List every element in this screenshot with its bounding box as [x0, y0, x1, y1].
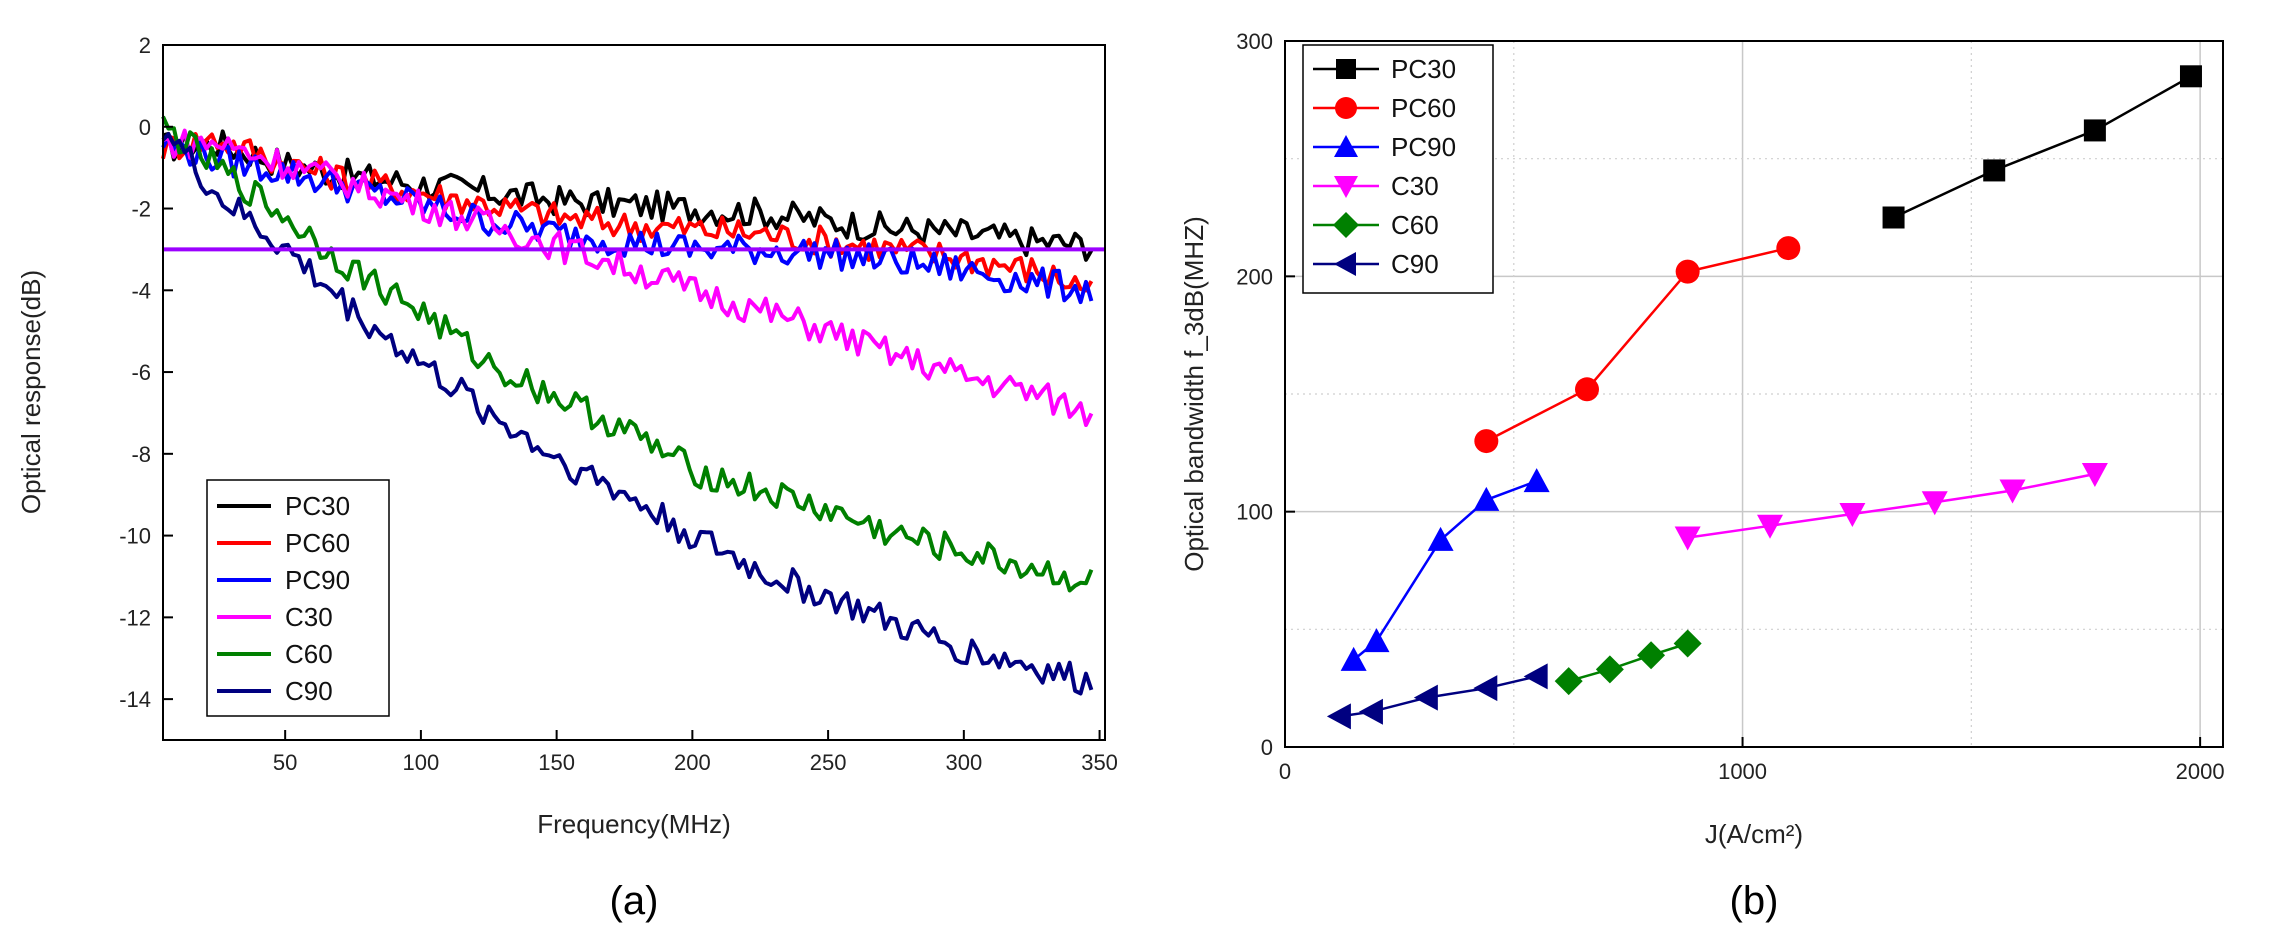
chart-a-xtick-label: 100 [403, 750, 440, 775]
chart-a-ytick-label: -8 [131, 442, 151, 467]
chart-b-point-c60 [1637, 641, 1666, 670]
chart-b-point-c90 [1413, 684, 1438, 711]
chart-b-point-c60 [1595, 655, 1624, 684]
chart-b-point-c30 [1999, 479, 2026, 504]
chart-b-point-pc90 [1427, 526, 1454, 551]
chart-b-point-pc90 [1363, 628, 1390, 653]
chart-a-xtick-label: 50 [273, 750, 297, 775]
chart-b-xtick-label: 2000 [2176, 759, 2225, 784]
chart-a-ytick-label: 0 [139, 115, 151, 140]
chart-b-point-c30 [1674, 526, 1701, 551]
chart-b-series-pc30-line [1893, 75, 2192, 219]
chart-b-legend-label: PC30 [1391, 54, 1456, 84]
chart-b-legend-label: PC60 [1391, 93, 1456, 123]
chart-a-plot-frame [162, 44, 1106, 741]
chart-b-point-pc30 [1983, 159, 2006, 182]
chart-b-point-c30 [1839, 503, 1866, 528]
chart-b-point-c30 [2081, 463, 2108, 488]
chart-a-ytick-label: -10 [119, 524, 151, 549]
chart-b-legend-marker [1333, 212, 1359, 238]
chart-b-ytick-label: 0 [1261, 735, 1273, 760]
chart-a-series-group [161, 115, 1105, 696]
chart-b-series-pc60-line [1485, 246, 1789, 443]
chart-a-ytick-label: -4 [131, 278, 151, 303]
chart-b-panel-label: (b) [1730, 879, 1779, 923]
chart-b-point-c60 [1673, 629, 1702, 658]
chart-a-xlabel: Frequency(MHz) [537, 809, 731, 839]
chart-b-series-c60-line [1568, 642, 1689, 683]
chart-b-legend-label: C30 [1391, 171, 1439, 201]
chart-b-legend-marker [1334, 176, 1358, 198]
chart-b-ytick-label: 200 [1236, 264, 1273, 289]
chart-a-ytick-label: -2 [131, 197, 151, 222]
chart-b: 0 1000 2000 0 100 200 300 PC30 PC60 PC90 C30 C60 C9… [1179, 29, 2225, 923]
chart-a-xtick-label: 250 [810, 750, 847, 775]
chart-b-legend-label: C90 [1391, 249, 1439, 279]
chart-b-point-pc30 [2179, 65, 2202, 88]
chart-a-legend-label: C60 [285, 639, 333, 669]
chart-b-point-c90 [1326, 703, 1351, 730]
chart-b-legend-box [1302, 44, 1494, 294]
chart-b-legend-label: C60 [1391, 210, 1439, 240]
chart-b-point-pc30 [1882, 206, 1905, 229]
chart-a-series-c90 [161, 132, 1094, 696]
chart-a-legend-label: C90 [285, 676, 333, 706]
chart-b-legend-marker [1334, 135, 1358, 157]
chart-a-ytick-label: -12 [119, 605, 151, 630]
chart-b-point-c90 [1523, 663, 1548, 690]
chart-b-point-c90 [1358, 698, 1383, 725]
chart-a-ytick-label: 2 [139, 33, 151, 58]
chart-b-point-pc60 [1574, 377, 1599, 402]
chart-a-ytick-label: -14 [119, 687, 151, 712]
chart-b-point-pc90 [1523, 468, 1550, 493]
chart-a-axis-ticks: 50 100 150 200 250 300 350 2 0 -2 -4 -6 -8 -10 -12 -14 [119, 33, 1118, 775]
chart-a-panel-label: (a) [610, 879, 659, 923]
chart-b-ytick-label: 300 [1236, 29, 1273, 54]
chart-b-ylabel: Optical bandwidth f_3dB(MHZ) [1179, 216, 1209, 571]
chart-b-point-pc90 [1340, 646, 1367, 671]
chart-b-point-pc90 [1473, 486, 1500, 511]
chart-b-ytick-label: 100 [1236, 500, 1273, 525]
chart-a-legend-label: PC90 [285, 565, 350, 595]
chart-b-legend-marker [1336, 59, 1356, 79]
chart-a-ylabel: Optical response(dB) [16, 270, 46, 514]
chart-a-legend-label: PC30 [285, 491, 350, 521]
chart-b-legend-marker [1335, 97, 1357, 119]
chart-b-point-pc30 [2083, 119, 2106, 142]
chart-a-legend: PC30 PC60 PC90 C30 C60 C90 [206, 479, 390, 717]
chart-b-series-group [1326, 65, 2202, 730]
chart-b-point-pc60 [1474, 429, 1499, 454]
chart-a-xtick-label: 150 [538, 750, 575, 775]
chart-b-xlabel: J(A/cm²) [1705, 819, 1803, 849]
chart-b-point-c60 [1554, 667, 1583, 696]
chart-a-series-pc90 [161, 135, 1094, 305]
chart-a-xtick-label: 350 [1081, 750, 1118, 775]
chart-a: 50 100 150 200 250 300 35020-2-4-6-8-10-12-14 … [16, 33, 1118, 923]
chart-b-point-c30 [1921, 491, 1948, 516]
chart-a-legend-label: C30 [285, 602, 333, 632]
chart-b-xtick-label: 0 [1279, 759, 1291, 784]
chart-b-point-pc60 [1776, 236, 1801, 261]
chart-b-plot-frame [1284, 40, 2224, 748]
chart-b-point-c90 [1473, 675, 1498, 702]
chart-a-legend-box [206, 479, 390, 717]
chart-b-point-pc60 [1675, 259, 1700, 284]
chart-b-legend-label: PC90 [1391, 132, 1456, 162]
chart-b-series-pc90-line [1352, 479, 1538, 661]
chart-a-series-c30 [162, 128, 1094, 427]
chart-a-ytick-label: -6 [131, 360, 151, 385]
chart-a-xtick-label: 300 [945, 750, 982, 775]
chart-a-legend-label: PC60 [285, 528, 350, 558]
chart-b-legend: PC30 PC60 PC90 C30 C60 C90 [1302, 44, 1494, 294]
chart-b-axis-ticks: 0 1000 2000 0 100 200 300 [1236, 29, 2224, 784]
chart-a-xtick-label: 200 [674, 750, 711, 775]
chart-b-legend-marker [1334, 252, 1356, 276]
chart-b-xtick-label: 1000 [1718, 759, 1767, 784]
chart-b-series-c30-line [1687, 472, 2096, 539]
chart-b-point-c30 [1757, 514, 1784, 539]
